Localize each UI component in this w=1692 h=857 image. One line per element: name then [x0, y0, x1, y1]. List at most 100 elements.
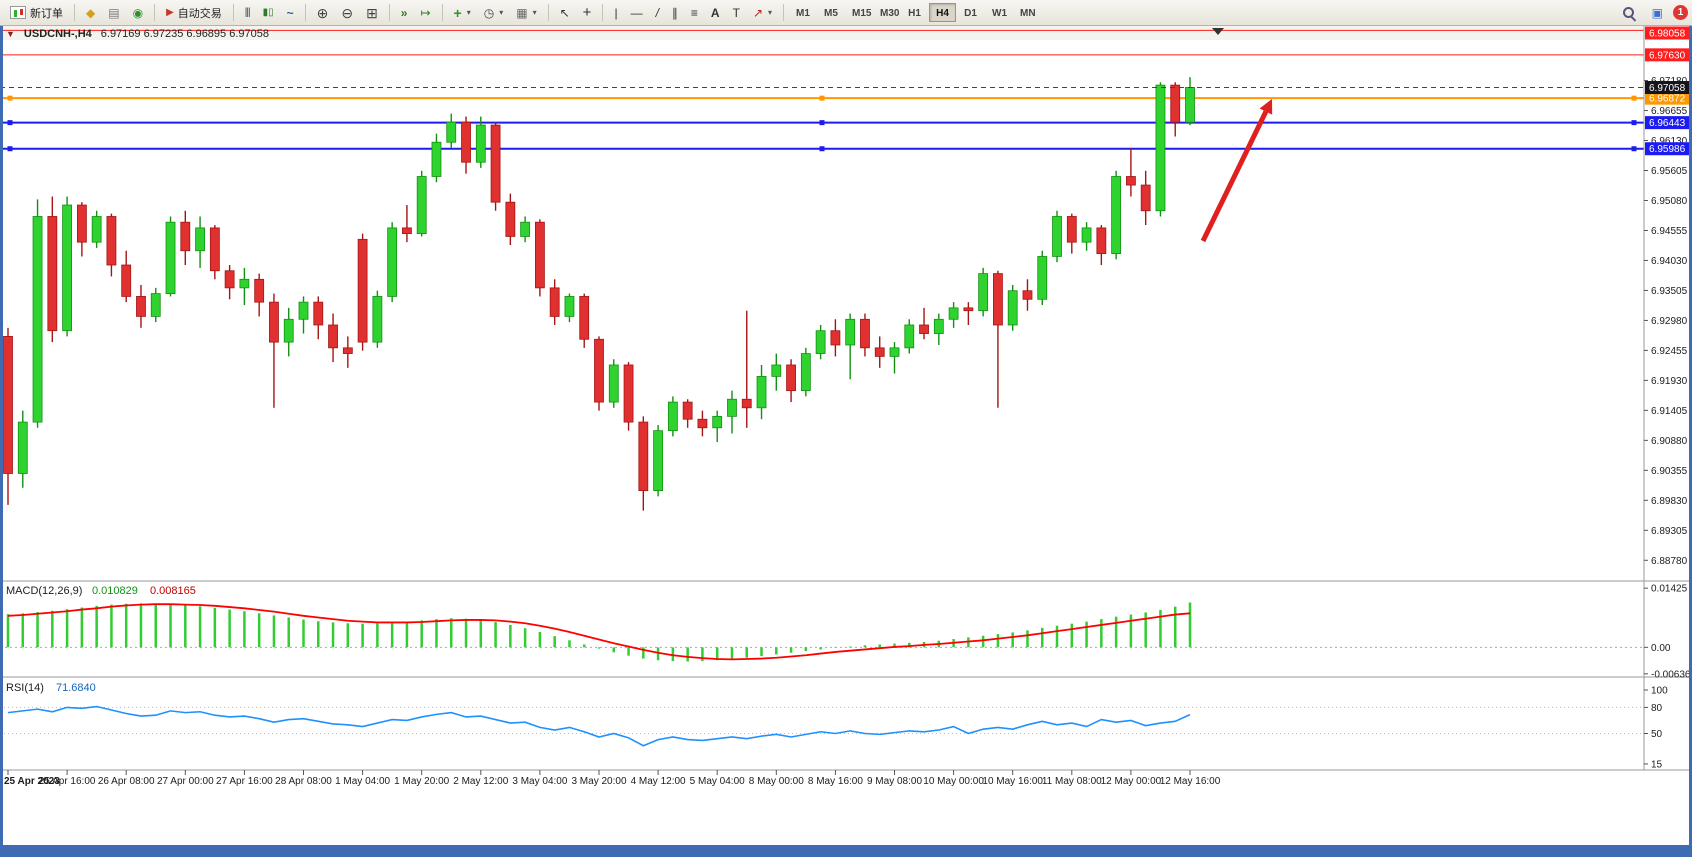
macd-value-signal: 0.008165 [150, 585, 196, 597]
timeframe-button-m5[interactable]: M5 [817, 3, 844, 22]
community-button[interactable]: ◉ [127, 2, 149, 23]
notification-badge[interactable]: 1 [1673, 5, 1688, 20]
tile-windows-icon: ⊞ [366, 4, 378, 21]
timeframe-button-m30[interactable]: M30 [873, 3, 900, 22]
timeframe-button-m15[interactable]: M15 [845, 3, 872, 22]
label-tool-button[interactable]: T [727, 2, 746, 23]
price-axis-label: 6.91930 [1651, 376, 1688, 387]
price-axis-label: 6.90355 [1651, 466, 1688, 477]
time-axis-label: 12 May 00:00 [1101, 776, 1162, 787]
candle-body [1140, 184, 1151, 212]
shapes-tool-button[interactable]: ↗ ▾ [747, 2, 778, 23]
price-axis-label: 6.95080 [1651, 196, 1688, 207]
line-chart-type-button[interactable]: ~ [281, 2, 300, 23]
new-order-button[interactable]: 新订单 [4, 2, 69, 23]
chart-shift-marker-icon[interactable] [1212, 28, 1224, 35]
line-handle[interactable] [7, 120, 13, 126]
toolbar-separator [602, 4, 604, 21]
timeframe-button-d1[interactable]: D1 [957, 3, 984, 22]
candle-body [1052, 216, 1062, 257]
candle-body [32, 216, 43, 423]
timeframe-button-h1[interactable]: H1 [901, 3, 928, 22]
collapse-triangle-icon[interactable]: ▼ [6, 29, 15, 39]
dropdown-arrow-icon: ▾ [499, 8, 504, 17]
line-handle[interactable] [819, 120, 825, 126]
line-handle[interactable] [1631, 120, 1637, 126]
arrow-annotation-head[interactable] [1259, 99, 1273, 115]
toolbar-right-cluster: ▣ 1 [1616, 2, 1688, 23]
templates-button[interactable]: ▦ ▾ [510, 2, 542, 23]
time-axis-label: 10 May 16:00 [982, 776, 1043, 787]
zoom-out-button[interactable]: ⊖ [335, 2, 359, 23]
candle-body [933, 318, 944, 334]
candle-body [579, 296, 590, 340]
macd-label: MACD(12,26,9) [6, 585, 82, 597]
candle-body [180, 221, 191, 252]
time-axis-label: 5 May 04:00 [690, 776, 745, 787]
candle-body [1081, 227, 1092, 243]
bar-chart-type-button[interactable]: ||| [239, 2, 256, 23]
text-tool-button[interactable]: A [705, 2, 726, 23]
price-badge [1645, 81, 1692, 95]
candle-body [1066, 216, 1077, 243]
candle-body [978, 273, 989, 312]
candle-body [47, 216, 58, 332]
line-handle[interactable] [819, 146, 825, 152]
arrow-annotation-shaft[interactable] [1200, 110, 1269, 243]
price-axis-label: 6.96130 [1651, 136, 1688, 147]
price-axis-label: 6.96655 [1651, 106, 1688, 117]
candle-body [283, 318, 294, 343]
candle-body [165, 221, 176, 294]
vertical-line-tool-button[interactable]: | [608, 2, 623, 23]
candle-body [461, 121, 471, 163]
fibonacci-icon: ≡ [690, 5, 698, 20]
price-axis-label: 6.92980 [1651, 316, 1688, 327]
line-handle[interactable] [1631, 95, 1637, 101]
horizontal-line-tool-button[interactable]: — [625, 2, 649, 23]
candle-body [520, 221, 531, 237]
marker-tool-button[interactable]: ◆ [80, 2, 101, 23]
trendline-tool-button[interactable]: / [650, 2, 665, 23]
timeframe-button-w1[interactable]: W1 [985, 3, 1012, 22]
periods-button[interactable]: ◷ ▾ [478, 2, 510, 23]
line-handle[interactable] [7, 146, 13, 152]
auto-scroll-button[interactable]: » [395, 2, 414, 23]
symbol-title: USDCNH-,H4 [23, 28, 92, 40]
candle-body [490, 124, 501, 203]
candle-body [17, 421, 28, 474]
search-button[interactable] [1616, 2, 1642, 23]
price-axis-label: 6.94030 [1651, 256, 1688, 267]
candle-body [860, 318, 870, 349]
time-axis-label: 1 May 04:00 [335, 776, 390, 787]
channel-tool-button[interactable]: ∥ [666, 2, 684, 23]
candle-body [357, 238, 368, 343]
tile-windows-button[interactable]: ⊞ [360, 2, 384, 23]
zoom-in-button[interactable]: ⊕ [311, 2, 335, 23]
time-axis-label: 3 May 04:00 [512, 776, 567, 787]
macd-value-main: 0.010829 [92, 585, 138, 597]
timeframe-button-m1[interactable]: M1 [789, 3, 816, 22]
fibonacci-tool-button[interactable]: ≡ [685, 2, 704, 23]
data-window-button[interactable]: ▣ [1646, 2, 1669, 23]
rsi-axis-label: 80 [1651, 703, 1663, 714]
rsi-axis-label: 100 [1651, 686, 1668, 697]
line-handle[interactable] [819, 95, 825, 101]
line-chart-icon: ~ [286, 5, 294, 20]
candlestick-chart-type-button[interactable]: ▮▯ [257, 2, 280, 23]
line-handle[interactable] [1631, 146, 1637, 152]
candle-body [727, 398, 737, 417]
timeframe-button-mn[interactable]: MN [1013, 3, 1040, 22]
add-indicator-button[interactable]: + ▾ [448, 2, 477, 23]
line-handle[interactable] [7, 95, 13, 101]
chart-shift-button[interactable]: ↦ [414, 2, 436, 23]
new-order-icon [10, 6, 26, 19]
timeframe-button-h4[interactable]: H4 [929, 3, 957, 22]
price-axis-label: 6.89305 [1651, 526, 1688, 537]
candle-body [269, 301, 279, 343]
auto-trading-button[interactable]: ▶ 自动交易 [160, 2, 228, 23]
rsi-label: RSI(14) [6, 682, 44, 694]
cursor-tool-button[interactable]: ↖ [554, 2, 576, 23]
print-button[interactable]: ▤ [102, 2, 125, 23]
crosshair-tool-button[interactable]: + [577, 2, 598, 23]
